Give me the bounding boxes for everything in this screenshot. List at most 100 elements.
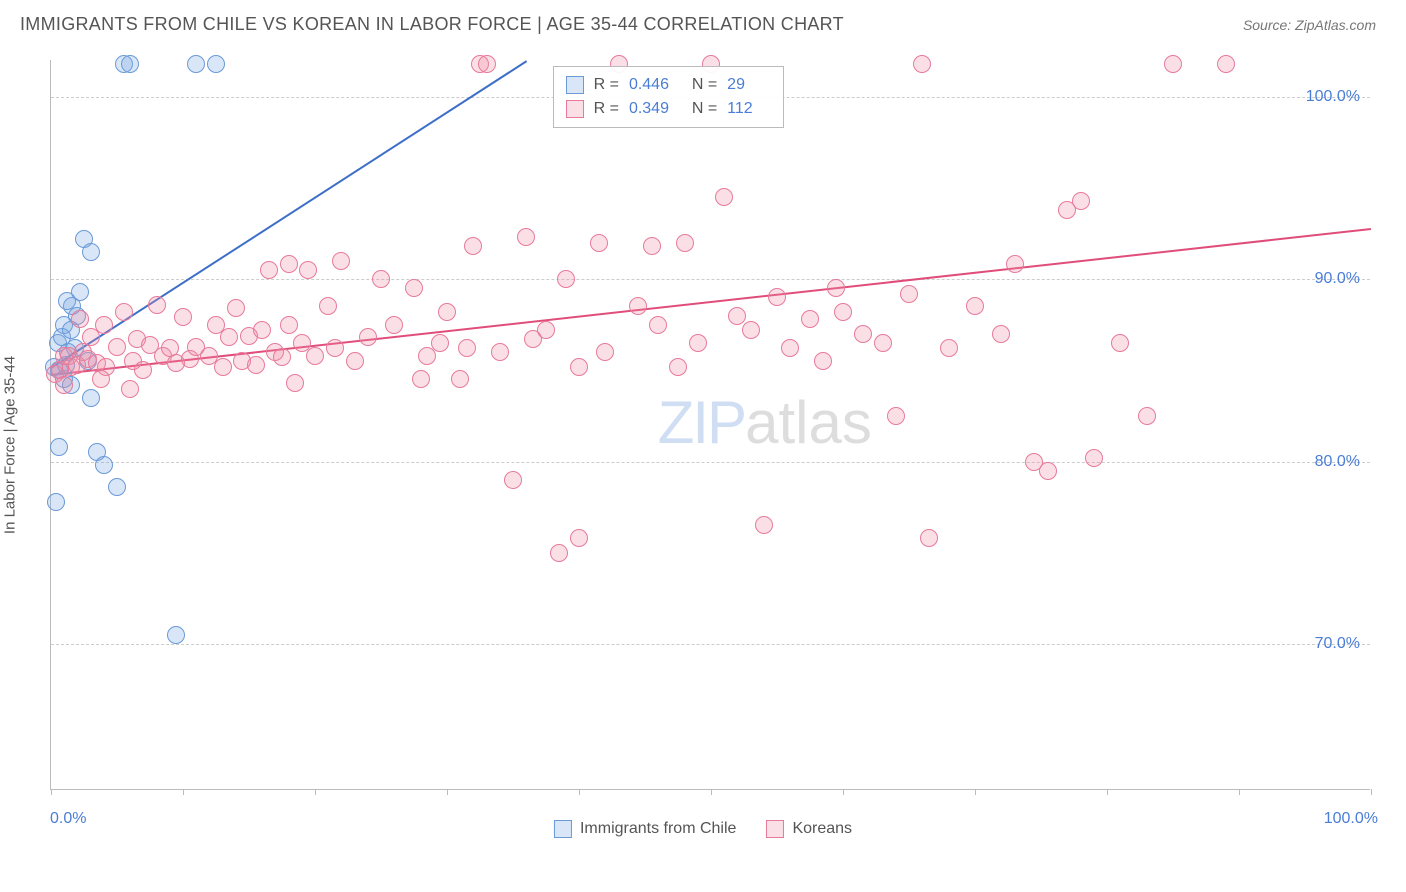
data-point <box>940 339 958 357</box>
data-point <box>596 343 614 361</box>
stats-r: 0.349 <box>629 97 673 121</box>
data-point <box>280 255 298 273</box>
data-point <box>372 270 390 288</box>
data-point <box>689 334 707 352</box>
x-tick <box>1371 789 1372 795</box>
chart-container: In Labor Force | Age 35-44 ZIPatlas 70.0… <box>20 50 1386 840</box>
legend-label-chile: Immigrants from Chile <box>580 820 736 838</box>
swatch-chile <box>554 820 572 838</box>
legend-label-koreans: Koreans <box>792 820 852 838</box>
data-point <box>966 297 984 315</box>
data-point <box>728 307 746 325</box>
x-tick <box>51 789 52 795</box>
data-point <box>550 544 568 562</box>
data-point <box>504 471 522 489</box>
data-point <box>286 374 304 392</box>
y-tick-label: 80.0% <box>1315 453 1360 471</box>
data-point <box>405 279 423 297</box>
data-point <box>801 310 819 328</box>
data-point <box>464 237 482 255</box>
data-point <box>1111 334 1129 352</box>
data-point <box>82 243 100 261</box>
trend-line <box>51 228 1371 376</box>
stats-swatch <box>566 100 584 118</box>
data-point <box>108 338 126 356</box>
data-point <box>187 55 205 73</box>
data-point <box>781 339 799 357</box>
data-point <box>1006 255 1024 273</box>
stats-n: 112 <box>727 97 771 121</box>
stats-box: R = 0.446 N = 29R = 0.349 N = 112 <box>553 66 785 128</box>
data-point <box>854 325 872 343</box>
data-point <box>557 270 575 288</box>
gridline <box>51 644 1370 645</box>
data-point <box>458 339 476 357</box>
data-point <box>590 234 608 252</box>
legend-item-chile: Immigrants from Chile <box>554 820 736 838</box>
data-point <box>570 358 588 376</box>
x-tick <box>711 789 712 795</box>
data-point <box>247 356 265 374</box>
data-point <box>478 55 496 73</box>
data-point <box>108 478 126 496</box>
x-tick <box>183 789 184 795</box>
x-tick <box>1239 789 1240 795</box>
data-point <box>920 529 938 547</box>
data-point <box>260 261 278 279</box>
data-point <box>58 292 76 310</box>
x-tick <box>447 789 448 795</box>
data-point <box>992 325 1010 343</box>
data-point <box>220 328 238 346</box>
data-point <box>306 347 324 365</box>
data-point <box>385 316 403 334</box>
y-tick-label: 70.0% <box>1315 635 1360 653</box>
x-tick <box>1107 789 1108 795</box>
data-point <box>71 310 89 328</box>
data-point <box>412 370 430 388</box>
data-point <box>332 252 350 270</box>
data-point <box>629 297 647 315</box>
data-point <box>121 55 139 73</box>
data-point <box>95 316 113 334</box>
gridline <box>51 279 1370 280</box>
stats-n: 29 <box>727 73 771 97</box>
watermark: ZIPatlas <box>658 388 872 457</box>
data-point <box>1138 407 1156 425</box>
data-point <box>438 303 456 321</box>
data-point <box>874 334 892 352</box>
data-point <box>649 316 667 334</box>
stats-row: R = 0.446 N = 29 <box>566 73 772 97</box>
x-axis-max-label: 100.0% <box>1324 810 1378 828</box>
data-point <box>214 358 232 376</box>
data-point <box>1039 462 1057 480</box>
stats-row: R = 0.349 N = 112 <box>566 97 772 121</box>
data-point <box>755 516 773 534</box>
data-point <box>115 303 133 321</box>
data-point <box>1217 55 1235 73</box>
data-point <box>431 334 449 352</box>
data-point <box>55 376 73 394</box>
watermark-atlas: atlas <box>745 389 872 456</box>
data-point <box>570 529 588 547</box>
data-point <box>827 279 845 297</box>
data-point <box>814 352 832 370</box>
data-point <box>92 370 110 388</box>
data-point <box>524 330 542 348</box>
swatch-koreans <box>766 820 784 838</box>
data-point <box>346 352 364 370</box>
data-point <box>451 370 469 388</box>
data-point <box>834 303 852 321</box>
data-point <box>174 308 192 326</box>
data-point <box>517 228 535 246</box>
x-tick <box>843 789 844 795</box>
data-point <box>491 343 509 361</box>
data-point <box>134 361 152 379</box>
data-point <box>669 358 687 376</box>
y-tick-label: 90.0% <box>1315 270 1360 288</box>
data-point <box>900 285 918 303</box>
stats-r: 0.446 <box>629 73 673 97</box>
x-tick <box>975 789 976 795</box>
plot-area: ZIPatlas 70.0%80.0%90.0%100.0%R = 0.446 … <box>50 60 1370 790</box>
x-tick <box>315 789 316 795</box>
data-point <box>359 328 377 346</box>
